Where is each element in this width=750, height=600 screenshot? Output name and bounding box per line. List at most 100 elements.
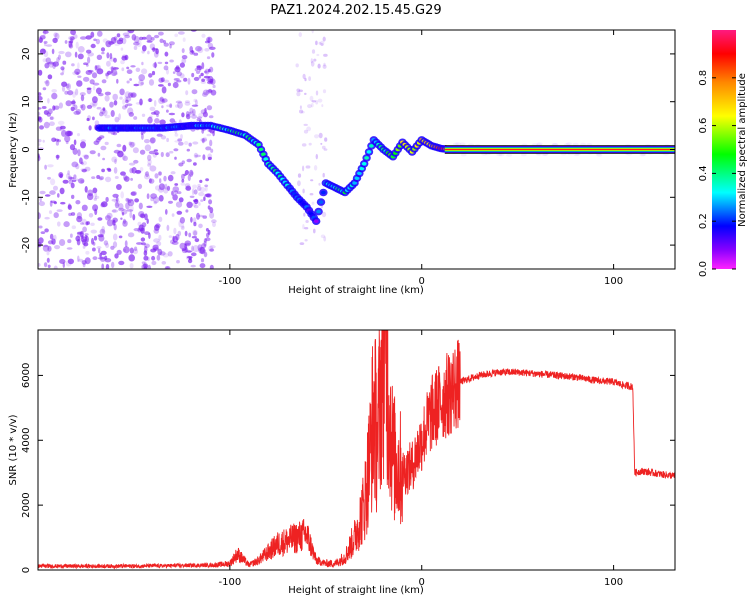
- noise-speckle: [204, 184, 209, 188]
- noise-speckle: [129, 141, 135, 148]
- noise-speckle: [68, 179, 74, 185]
- noise-speckle: [121, 209, 128, 215]
- noise-speckle: [88, 125, 92, 131]
- noise-speckle: [304, 227, 309, 230]
- noise-speckle: [112, 241, 118, 248]
- noise-speckle: [90, 31, 95, 38]
- noise-speckle: [122, 105, 127, 110]
- noise-speckle: [56, 57, 60, 63]
- noise-speckle: [205, 178, 210, 182]
- noise-speckle: [126, 198, 134, 202]
- noise-speckle: [134, 198, 140, 203]
- noise-speckle: [75, 235, 81, 242]
- noise-speckle: [141, 68, 148, 75]
- noise-speckle: [313, 58, 317, 62]
- noise-speckle: [134, 246, 138, 252]
- noise-speckle: [80, 179, 85, 184]
- noise-speckle: [210, 148, 214, 153]
- noise-speckle: [90, 43, 96, 49]
- noise-speckle: [60, 201, 66, 205]
- noise-speckle: [313, 165, 318, 171]
- noise-speckle: [188, 232, 192, 238]
- noise-speckle: [65, 100, 72, 107]
- noise-speckle: [179, 73, 185, 79]
- noise-speckle: [110, 69, 118, 77]
- noise-speckle: [77, 149, 81, 157]
- noise-speckle: [116, 33, 121, 38]
- noise-speckle: [148, 150, 156, 155]
- noise-speckle: [65, 51, 72, 58]
- noise-speckle: [144, 173, 150, 180]
- band-halo: [580, 142, 587, 146]
- noise-speckle: [67, 258, 74, 265]
- noise-speckle: [314, 134, 319, 139]
- noise-speckle: [47, 176, 51, 180]
- noise-speckle: [172, 186, 180, 193]
- noise-speckle: [83, 154, 89, 160]
- noise-speckle: [163, 40, 166, 44]
- noise-speckle: [181, 48, 185, 54]
- y-tick-label: 6000: [21, 363, 32, 388]
- noise-speckle: [92, 96, 98, 104]
- noise-speckle: [121, 153, 126, 161]
- noise-speckle: [120, 191, 124, 199]
- noise-speckle: [47, 164, 54, 168]
- noise-speckle: [46, 257, 50, 263]
- noise-speckle: [141, 61, 144, 66]
- noise-speckle: [323, 148, 328, 151]
- noise-speckle: [127, 107, 134, 115]
- noise-speckle: [112, 132, 118, 136]
- noise-speckle: [113, 57, 117, 63]
- noise-speckle: [189, 50, 195, 55]
- noise-speckle: [161, 98, 166, 104]
- noise-speckle: [141, 242, 146, 246]
- band-halo: [520, 153, 527, 157]
- noise-speckle: [138, 79, 144, 87]
- noise-speckle: [141, 113, 146, 118]
- noise-speckle: [175, 100, 183, 104]
- noise-speckle: [147, 98, 153, 102]
- noise-speckle: [296, 88, 301, 93]
- noise-speckle: [64, 135, 71, 143]
- noise-speckle: [159, 178, 162, 184]
- y-tick-label: 0: [21, 146, 32, 152]
- noise-speckle: [133, 116, 138, 120]
- track-blob-core: [258, 147, 264, 152]
- noise-speckle: [126, 103, 133, 107]
- noise-speckle: [98, 248, 101, 254]
- colorbar: 0.0 0.2 0.4 0.6 0.8 Normalized spectral ampl…: [698, 30, 748, 277]
- noise-speckle: [116, 249, 122, 255]
- noise-speckle: [174, 140, 181, 143]
- noise-speckle: [104, 114, 111, 119]
- noise-speckle: [186, 201, 193, 208]
- band-halo: [541, 153, 548, 157]
- noise-speckle: [207, 229, 211, 235]
- noise-speckle: [302, 165, 305, 172]
- noise-speckle: [53, 105, 60, 110]
- noise-speckle: [152, 152, 157, 158]
- noise-speckle: [191, 236, 197, 239]
- noise-speckle: [54, 245, 61, 250]
- noise-speckle: [87, 115, 91, 121]
- noise-speckle: [59, 239, 66, 246]
- noise-speckle: [73, 110, 81, 115]
- noise-speckle: [163, 42, 169, 47]
- noise-speckle: [86, 49, 92, 54]
- noise-speckle: [133, 41, 140, 46]
- noise-speckle: [201, 128, 205, 134]
- noise-speckle: [296, 91, 301, 97]
- noise-speckle: [118, 235, 123, 239]
- noise-speckle: [130, 177, 134, 181]
- noise-speckle: [320, 142, 323, 145]
- noise-speckle: [298, 32, 302, 38]
- noise-speckle: [101, 168, 105, 173]
- noise-speckle: [171, 213, 175, 217]
- noise-speckle: [147, 264, 151, 269]
- noise-speckle: [105, 40, 112, 48]
- noise-speckle: [113, 149, 121, 154]
- noise-speckle: [193, 152, 198, 159]
- noise-speckle: [309, 193, 314, 196]
- noise-speckle: [48, 210, 53, 215]
- noise-speckle: [167, 251, 173, 257]
- noise-speckle: [121, 212, 125, 216]
